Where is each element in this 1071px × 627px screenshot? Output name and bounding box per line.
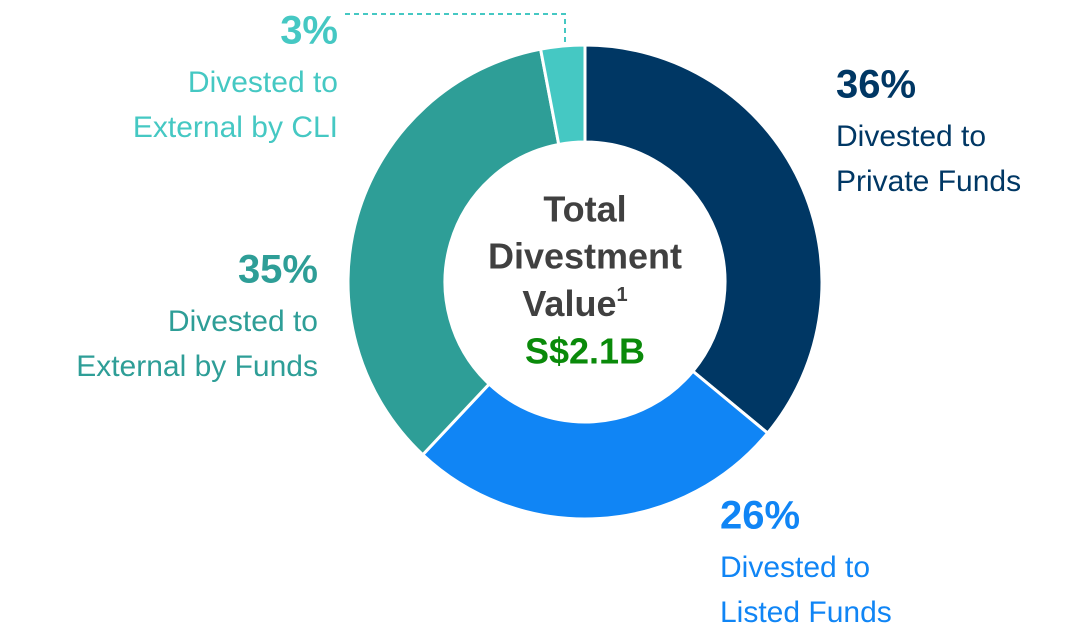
center-label: Value1 <box>522 283 627 324</box>
category-label: Divested to <box>168 305 318 338</box>
category-label: Private Funds <box>836 165 1021 198</box>
footnote: 1 <box>616 284 627 306</box>
category-label: Listed Funds <box>720 596 892 627</box>
center-value: S$2.1B <box>525 331 645 372</box>
category-label: External by Funds <box>76 350 318 383</box>
center-label: Total <box>543 189 626 230</box>
category-label: Divested to <box>720 551 870 584</box>
value-label: 35% <box>238 248 318 292</box>
value-label: 26% <box>720 494 800 538</box>
value-label: 3% <box>280 9 338 53</box>
value-label: 36% <box>836 63 916 107</box>
center-label: Divestment <box>488 236 682 277</box>
center-label: Value <box>522 283 616 324</box>
category-label: Divested to <box>836 120 986 153</box>
leader-line <box>345 13 566 45</box>
category-label: External by CLI <box>133 111 338 144</box>
category-label: Divested to <box>188 66 338 99</box>
donut-hole <box>445 142 725 422</box>
